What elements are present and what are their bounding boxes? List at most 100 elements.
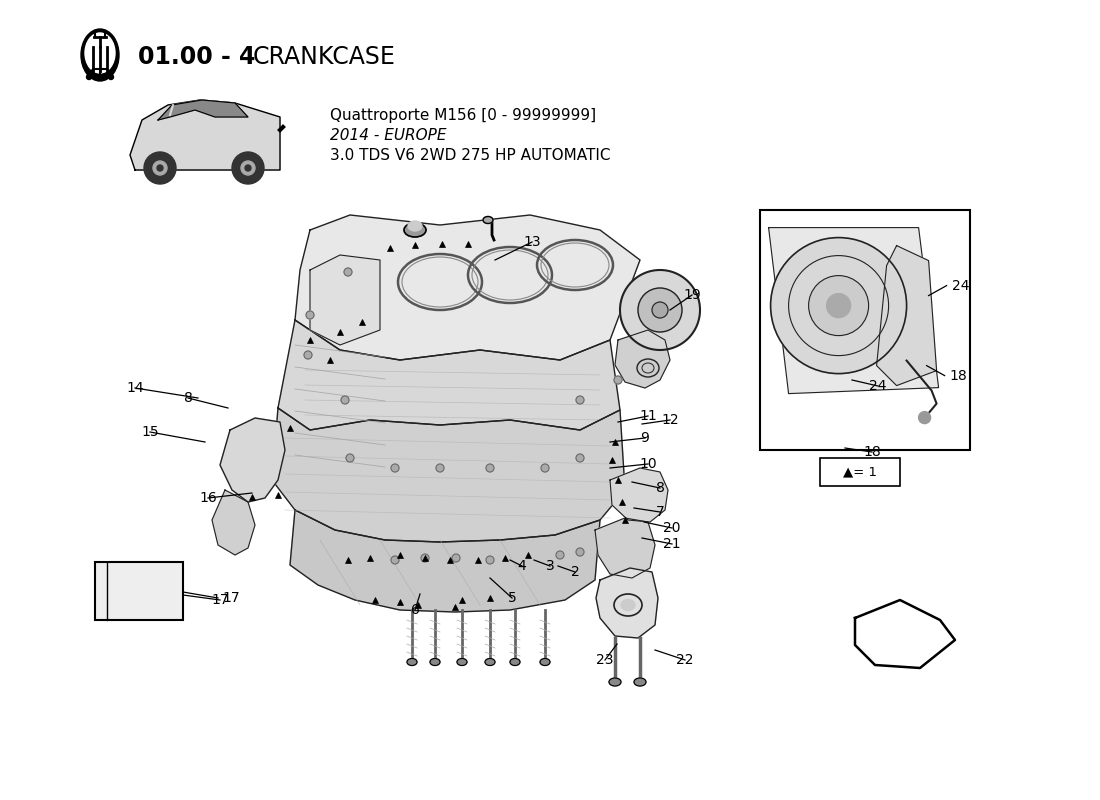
- Circle shape: [771, 238, 906, 374]
- Circle shape: [241, 161, 255, 175]
- Text: 23: 23: [596, 653, 614, 667]
- Circle shape: [541, 464, 549, 472]
- Circle shape: [98, 74, 102, 79]
- Circle shape: [245, 165, 251, 171]
- Bar: [760, 210, 970, 450]
- Circle shape: [556, 551, 564, 559]
- Circle shape: [576, 454, 584, 462]
- Text: 16: 16: [199, 491, 217, 505]
- Polygon shape: [769, 227, 938, 394]
- Circle shape: [390, 556, 399, 564]
- Polygon shape: [295, 215, 640, 360]
- Ellipse shape: [609, 678, 622, 686]
- Text: 7: 7: [656, 505, 664, 519]
- Text: Quattroporte M156 [0 - 99999999]: Quattroporte M156 [0 - 99999999]: [330, 108, 596, 123]
- Circle shape: [452, 554, 460, 562]
- Ellipse shape: [621, 599, 635, 610]
- Circle shape: [87, 74, 91, 79]
- Text: 01.00 - 4: 01.00 - 4: [138, 45, 264, 69]
- Text: 10: 10: [639, 457, 657, 471]
- Polygon shape: [158, 100, 248, 120]
- Ellipse shape: [510, 658, 520, 666]
- Circle shape: [306, 311, 313, 319]
- Text: 2014 - EUROPE: 2014 - EUROPE: [330, 128, 447, 143]
- Ellipse shape: [81, 29, 119, 81]
- Polygon shape: [220, 418, 285, 502]
- Ellipse shape: [430, 658, 440, 666]
- Text: 11: 11: [639, 409, 657, 423]
- Text: 24: 24: [952, 278, 969, 293]
- Text: 24: 24: [869, 379, 887, 393]
- Text: 12: 12: [661, 413, 679, 427]
- Circle shape: [157, 165, 163, 171]
- Circle shape: [144, 152, 176, 184]
- Circle shape: [652, 302, 668, 318]
- Text: 2: 2: [571, 565, 580, 579]
- Text: 4: 4: [518, 559, 527, 573]
- Text: 9: 9: [640, 431, 649, 445]
- Circle shape: [232, 152, 264, 184]
- Circle shape: [486, 464, 494, 472]
- Text: 21: 21: [663, 537, 681, 551]
- Circle shape: [576, 396, 584, 404]
- Circle shape: [808, 275, 869, 336]
- Text: 5: 5: [507, 591, 516, 605]
- Circle shape: [341, 396, 349, 404]
- Circle shape: [486, 556, 494, 564]
- Circle shape: [620, 270, 700, 350]
- Circle shape: [421, 554, 429, 562]
- Polygon shape: [130, 100, 280, 170]
- Text: 18: 18: [949, 369, 967, 382]
- Text: 20: 20: [663, 521, 681, 535]
- Ellipse shape: [483, 217, 493, 223]
- Ellipse shape: [540, 658, 550, 666]
- Text: 13: 13: [524, 235, 541, 249]
- Text: 14: 14: [126, 381, 144, 395]
- Circle shape: [390, 464, 399, 472]
- Circle shape: [576, 548, 584, 556]
- Circle shape: [614, 376, 622, 384]
- Text: 15: 15: [141, 425, 158, 439]
- Circle shape: [346, 454, 354, 462]
- Circle shape: [826, 294, 850, 318]
- Ellipse shape: [485, 658, 495, 666]
- Polygon shape: [595, 518, 654, 578]
- Ellipse shape: [407, 658, 417, 666]
- Polygon shape: [212, 490, 255, 555]
- Text: ▲= 1: ▲= 1: [843, 466, 877, 478]
- Text: 17: 17: [222, 591, 240, 605]
- Circle shape: [304, 351, 312, 359]
- Circle shape: [436, 464, 444, 472]
- Text: 22: 22: [676, 653, 694, 667]
- Text: 8: 8: [656, 481, 664, 495]
- Polygon shape: [610, 468, 668, 522]
- Bar: [95, 562, 183, 620]
- Ellipse shape: [634, 678, 646, 686]
- Ellipse shape: [85, 33, 116, 73]
- Circle shape: [918, 411, 931, 424]
- Text: 18: 18: [864, 445, 881, 459]
- Text: 3: 3: [546, 559, 554, 573]
- Polygon shape: [278, 320, 620, 430]
- Ellipse shape: [637, 359, 659, 377]
- Polygon shape: [615, 330, 670, 388]
- Text: 17: 17: [211, 593, 229, 607]
- Polygon shape: [596, 568, 658, 638]
- Polygon shape: [290, 510, 600, 612]
- Text: 6: 6: [410, 603, 419, 617]
- Circle shape: [109, 74, 113, 79]
- Ellipse shape: [404, 223, 426, 237]
- Ellipse shape: [408, 221, 422, 231]
- Text: CRANKCASE: CRANKCASE: [253, 45, 396, 69]
- Text: 19: 19: [683, 288, 701, 302]
- Circle shape: [638, 288, 682, 332]
- Circle shape: [344, 268, 352, 276]
- Ellipse shape: [456, 658, 468, 666]
- Circle shape: [153, 161, 167, 175]
- Polygon shape: [272, 408, 625, 542]
- Polygon shape: [877, 246, 936, 386]
- Polygon shape: [855, 600, 955, 668]
- Polygon shape: [310, 255, 380, 345]
- Bar: [820, 458, 900, 486]
- Text: 3.0 TDS V6 2WD 275 HP AUTOMATIC: 3.0 TDS V6 2WD 275 HP AUTOMATIC: [330, 148, 610, 163]
